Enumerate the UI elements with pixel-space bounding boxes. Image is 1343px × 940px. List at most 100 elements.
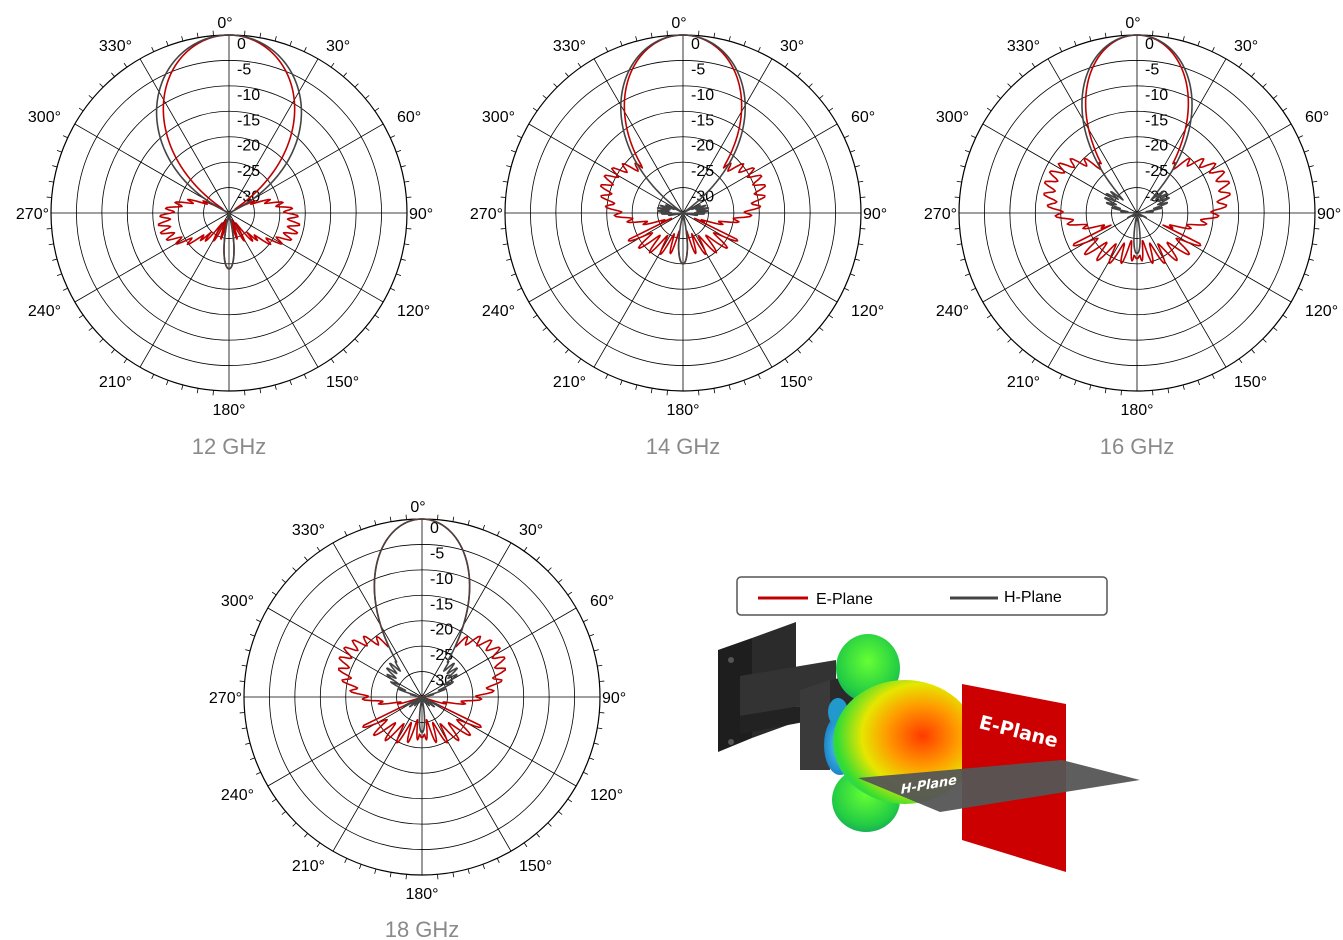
grid-spoke (528, 212, 684, 303)
angle-minor-tick (255, 619, 261, 623)
angle-minor-tick (510, 273, 516, 276)
angle-minor-tick (1312, 243, 1318, 246)
angle-label: 240° (482, 303, 515, 320)
angle-minor-tick (1007, 83, 1012, 88)
angle-minor-tick (343, 72, 347, 77)
grid-spoke (421, 696, 577, 787)
angle-minor-tick (558, 579, 563, 583)
angle-minor-tick (281, 579, 286, 583)
angle-minor-tick (274, 36, 277, 42)
angle-minor-tick (532, 314, 538, 319)
angle-minor-tick (196, 388, 199, 394)
horn-antenna-illustration: E-Plane H-Plane (718, 622, 1140, 872)
angle-minor-tick (996, 95, 1001, 99)
radial-tick-label: 0 (430, 520, 439, 537)
angle-minor-tick (452, 516, 455, 522)
angle-minor-tick (245, 742, 251, 745)
radial-tick-label: -10 (691, 87, 714, 104)
angle-minor-tick (597, 727, 603, 730)
angle-minor-tick (111, 72, 115, 77)
angle-label: 0° (1125, 15, 1140, 32)
angle-minor-tick (1308, 165, 1314, 168)
angle-label: 60° (397, 109, 421, 126)
angle-label: 180° (405, 886, 438, 903)
angle-minor-tick (123, 62, 128, 68)
angle-minor-tick (1089, 36, 1092, 42)
angle-minor-tick (1167, 32, 1170, 38)
angle-minor-tick (374, 868, 377, 874)
angle-minor-tick (1282, 314, 1288, 319)
angle-minor-tick (404, 243, 410, 246)
angle-minor-tick (292, 822, 297, 827)
angle-label: 300° (221, 593, 254, 610)
angle-minor-tick (1262, 338, 1267, 343)
angle-minor-tick (1167, 388, 1170, 394)
angle-minor-tick (88, 327, 93, 331)
angle-minor-tick (565, 349, 569, 354)
polar-chart-12ghz: 0° 30° 60° 90° 120° 150° 180° 210° 240° 270° 300° 3… (16, 15, 433, 419)
angle-label: 270° (16, 206, 49, 223)
angle-minor-tick (1007, 338, 1012, 343)
angle-minor-tick (151, 46, 155, 52)
legend-label-h-plane: H-Plane (1004, 589, 1062, 606)
angle-label: 90° (1317, 206, 1341, 223)
angle-minor-tick (844, 287, 850, 291)
angle-label: 90° (409, 206, 433, 223)
grid-spoke (267, 696, 423, 787)
angle-label: 0° (671, 15, 686, 32)
angle-label: 90° (602, 690, 626, 707)
grid-spoke (1136, 58, 1227, 214)
radial-tick-label: 0 (1145, 36, 1154, 53)
legend-label-e-plane: E-Plane (816, 591, 873, 608)
angle-minor-tick (635, 384, 638, 390)
angle-minor-tick (359, 524, 362, 530)
angle-label: 30° (519, 522, 543, 539)
angle-minor-tick (316, 842, 321, 848)
angle-minor-tick (620, 380, 623, 386)
polar-chart-18ghz: 0° 30° 60° 90° 120° 150° 180° 210° 240° 270° 300° 3… (209, 499, 626, 903)
angle-label: 0° (410, 499, 425, 516)
chart-caption-14ghz: 14 GHz (646, 434, 721, 459)
angle-minor-tick (583, 619, 589, 623)
angle-label: 60° (1305, 109, 1329, 126)
angle-minor-tick (858, 180, 864, 183)
angle-minor-tick (510, 150, 516, 153)
angle-minor-tick (289, 380, 292, 386)
grid-spoke (332, 696, 423, 852)
angle-minor-tick (516, 287, 522, 291)
angle-minor-tick (259, 32, 262, 38)
angle-label: 120° (1305, 303, 1338, 320)
angle-minor-tick (956, 243, 962, 246)
angle-label: 300° (482, 109, 515, 126)
radial-tick-label: -15 (1145, 112, 1168, 129)
angle-minor-tick (496, 530, 500, 536)
angle-label: 60° (851, 109, 875, 126)
angle-minor-tick (757, 46, 761, 52)
radial-tick-label: -5 (430, 545, 444, 562)
angle-minor-tick (303, 374, 307, 380)
angle-minor-tick (181, 384, 184, 390)
angle-minor-tick (1031, 62, 1036, 68)
angle-minor-tick (1074, 380, 1077, 386)
angle-minor-tick (78, 107, 84, 112)
radial-tick-label: 0 (691, 36, 700, 53)
angle-label: 60° (590, 593, 614, 610)
angle-minor-tick (330, 62, 335, 68)
angle-label: 210° (553, 374, 586, 391)
radial-tick-label: -20 (430, 622, 453, 639)
angle-minor-tick (304, 833, 308, 838)
angle-minor-tick (808, 83, 813, 88)
angle-minor-tick (396, 150, 402, 153)
angle-minor-tick (605, 46, 609, 52)
angle-minor-tick (62, 135, 68, 139)
angle-minor-tick (850, 273, 856, 276)
h-plane-panel (858, 760, 1140, 812)
angle-minor-tick (99, 83, 104, 88)
angle-minor-tick (304, 556, 308, 561)
grid-spoke (1047, 58, 1138, 214)
angle-minor-tick (1238, 62, 1243, 68)
series-line-h-plane (1081, 34, 1193, 255)
angle-minor-tick (1251, 349, 1255, 354)
angle-minor-tick (713, 388, 716, 394)
